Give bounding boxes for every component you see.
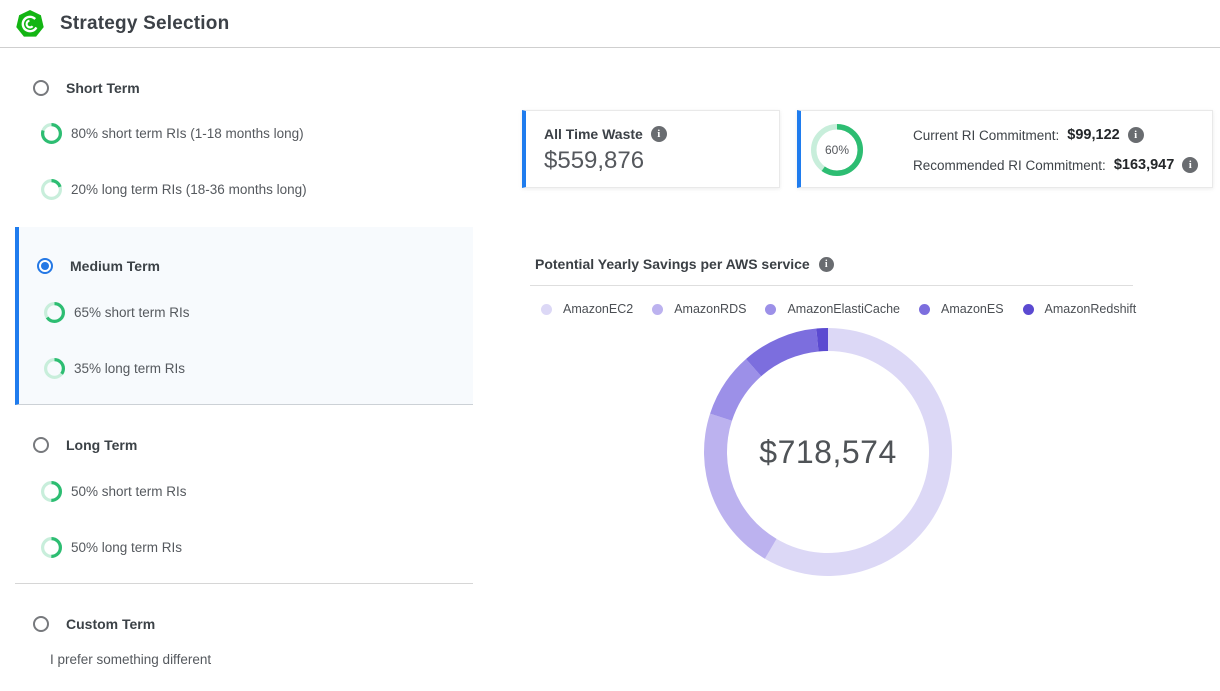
option-detail-row: 80% short term RIs (1-18 months long) — [41, 123, 304, 144]
recommended-ri-commitment-label: Recommended RI Commitment: — [913, 157, 1106, 173]
divider — [530, 285, 1133, 286]
donut-center-total: $718,574 — [759, 433, 897, 470]
legend-dot — [919, 303, 930, 315]
savings-donut-chart: $718,574 — [704, 328, 953, 576]
progress-ring-80 — [41, 123, 62, 144]
chart-header: Potential Yearly Savings per AWS service… — [535, 256, 834, 272]
progress-ring-20 — [41, 179, 62, 200]
selected-option-panel[interactable]: Medium Term 65% short term RIs 35% long … — [15, 227, 473, 405]
option-detail-row: 50% short term RIs — [41, 481, 187, 502]
legend-dot — [765, 303, 777, 315]
donut-slice-AmazonRDS[interactable] — [704, 413, 777, 559]
divider — [15, 583, 473, 584]
commitment-gauge: 60% — [811, 124, 863, 176]
legend-item-AmazonEC2[interactable]: AmazonEC2 — [541, 302, 633, 316]
chart-legend: AmazonEC2 AmazonRDS AmazonElastiCache Amazo… — [541, 302, 1136, 316]
legend-item-AmazonRedshift[interactable]: AmazonRedshift — [1022, 302, 1137, 316]
donut-slice-AmazonES[interactable] — [746, 328, 819, 377]
gauge-percent-label: 60% — [824, 143, 850, 157]
info-icon[interactable]: i — [650, 126, 667, 142]
radio-custom-term[interactable] — [33, 616, 49, 632]
radio-medium-term[interactable] — [37, 258, 53, 274]
recommended-ri-commitment-value: $163,947 — [1113, 157, 1175, 173]
donut-slice-AmazonEC2[interactable] — [764, 328, 953, 576]
all-time-waste-card: All Time Waste i $559,876 — [522, 110, 780, 188]
legend-item-AmazonES[interactable]: AmazonES — [919, 302, 1004, 316]
option-detail-row: 20% long term RIs (18-36 months long) — [41, 179, 307, 200]
legend-label: AmazonRedshift — [1044, 302, 1137, 316]
current-ri-commitment-label: Current RI Commitment: — [913, 127, 1060, 143]
progress-ring-35 — [44, 358, 65, 379]
option-detail-label: 50% long term RIs — [71, 540, 183, 555]
legend-dot — [541, 303, 552, 315]
info-icon[interactable]: i — [1127, 127, 1144, 143]
custom-term-description: I prefer something different — [50, 652, 212, 667]
legend-label: AmazonES — [941, 302, 1004, 316]
option-detail-label: 20% long term RIs (18-36 months long) — [71, 182, 307, 197]
cloudcheckr-logo-icon — [16, 9, 44, 38]
option-detail-label: 35% long term RIs — [74, 361, 186, 376]
app-header: Strategy Selection — [0, 0, 1220, 48]
option-label-long-term[interactable]: Long Term — [66, 437, 138, 453]
progress-ring-50-short — [41, 481, 62, 502]
donut-svg — [704, 328, 953, 576]
page-title: Strategy Selection — [60, 12, 230, 34]
progress-ring-50-long — [41, 537, 62, 558]
chart-title: Potential Yearly Savings per AWS service — [535, 256, 810, 272]
all-time-waste-label: All Time Waste — [544, 126, 643, 142]
radio-short-term[interactable] — [33, 80, 49, 96]
all-time-waste-value: $559,876 — [544, 147, 645, 174]
option-label-short-term[interactable]: Short Term — [66, 80, 140, 96]
option-detail-row: 35% long term RIs — [44, 358, 185, 379]
legend-label: AmazonElastiCache — [787, 302, 900, 316]
gauge-ring-60 — [811, 124, 863, 176]
option-detail-label: 65% short term RIs — [74, 305, 190, 320]
option-detail-row: 65% short term RIs — [44, 302, 190, 323]
legend-dot — [652, 303, 664, 315]
radio-long-term[interactable] — [33, 437, 49, 453]
option-detail-label: 80% short term RIs (1-18 months long) — [71, 126, 304, 141]
ri-commitment-card: 60% Current RI Commitment: $99,122 i Rec… — [797, 110, 1213, 188]
info-icon[interactable]: i — [1182, 157, 1199, 173]
legend-item-AmazonRDS[interactable]: AmazonRDS — [652, 302, 746, 316]
legend-item-AmazonElastiCache[interactable]: AmazonElastiCache — [765, 302, 900, 316]
option-detail-label: 50% short term RIs — [71, 484, 187, 499]
donut-slice-AmazonRedshift[interactable] — [816, 328, 828, 352]
current-ri-commitment-value: $99,122 — [1067, 127, 1120, 143]
legend-label: AmazonRDS — [674, 302, 747, 316]
legend-label: AmazonEC2 — [563, 302, 634, 316]
progress-ring-65 — [44, 302, 65, 323]
option-label-medium-term[interactable]: Medium Term — [70, 258, 160, 274]
option-detail-row: 50% long term RIs — [41, 537, 182, 558]
option-label-custom-term[interactable]: Custom Term — [66, 616, 156, 632]
info-icon[interactable]: i — [818, 256, 834, 272]
donut-slice-AmazonElastiCache[interactable] — [710, 358, 762, 421]
legend-dot — [1022, 303, 1034, 315]
